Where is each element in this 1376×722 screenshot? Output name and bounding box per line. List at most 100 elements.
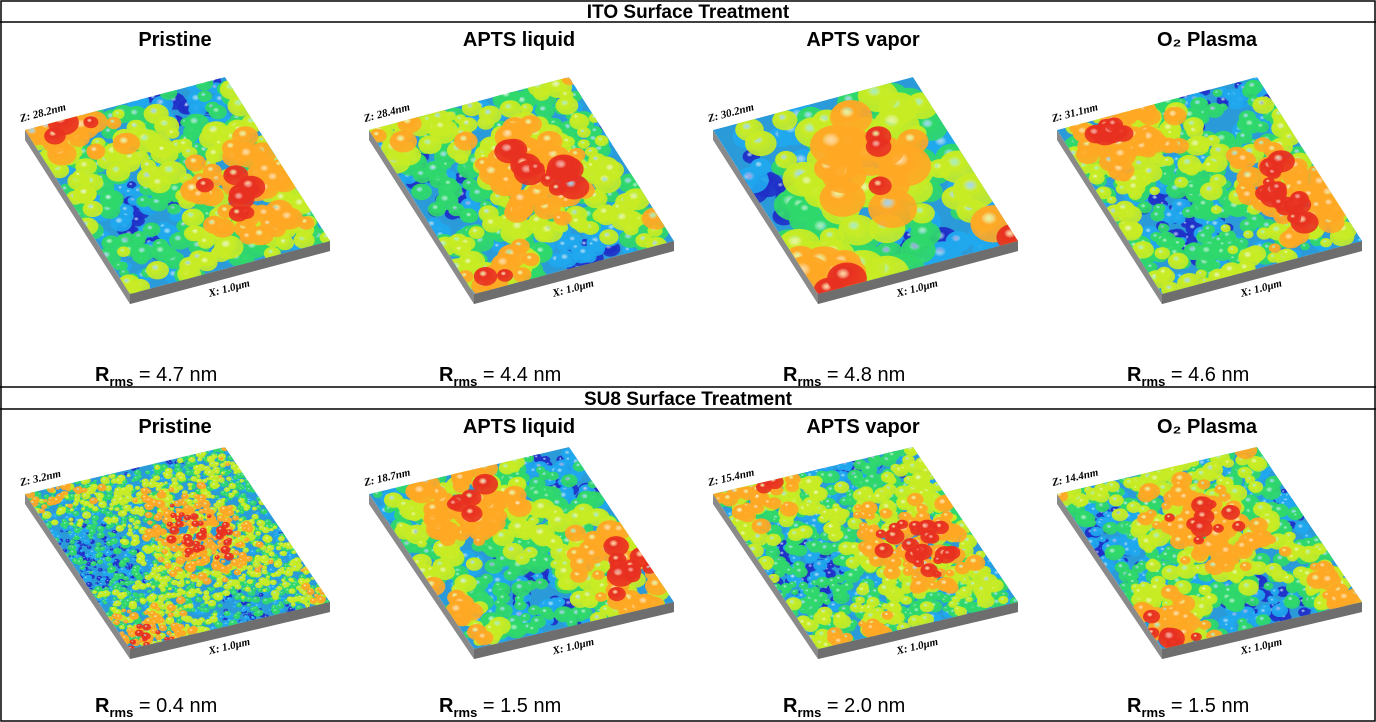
surface-bump — [1320, 238, 1332, 247]
surface-bump — [172, 481, 179, 487]
surface-bump — [203, 216, 225, 234]
surface-bump — [270, 528, 274, 531]
surface-bump — [100, 191, 121, 208]
surface-bump — [1227, 245, 1238, 254]
surface-bump — [497, 269, 513, 282]
surface-bump — [74, 497, 81, 502]
surface-bump — [453, 244, 468, 256]
surface-bump — [573, 461, 586, 471]
surface-bump — [448, 203, 464, 216]
surface-bump — [86, 558, 90, 561]
surface-bump — [262, 527, 270, 533]
surface-bump — [287, 596, 294, 601]
surface-bump — [556, 251, 577, 268]
surface-bump — [212, 563, 222, 571]
surface-bump — [159, 86, 177, 100]
surface-bump — [167, 522, 173, 527]
surface-bump — [588, 480, 598, 488]
surface-bump — [164, 481, 168, 484]
surface-bump — [173, 500, 181, 507]
surface-bump — [250, 607, 255, 611]
surface-bump — [53, 521, 57, 524]
surface-bump — [149, 572, 157, 578]
surface-bump — [1125, 180, 1146, 196]
surface-bump — [84, 540, 87, 543]
surface-bump — [623, 188, 650, 210]
surface-bump — [252, 514, 259, 520]
surface-bump — [244, 537, 250, 541]
surface-bump — [209, 105, 227, 119]
surface-bump — [76, 559, 84, 565]
surface-bump — [136, 196, 151, 208]
roughness-value: = 4.7 nm — [133, 364, 217, 386]
surface-bump — [289, 588, 296, 594]
surface-bump — [159, 625, 168, 632]
surface-bump — [1168, 253, 1189, 270]
surface-bump — [454, 132, 478, 151]
surface-bump — [81, 479, 88, 484]
surface-bump — [106, 541, 113, 547]
surface-bump — [599, 229, 618, 245]
surface-bump — [259, 565, 263, 568]
surface-bump — [1281, 248, 1293, 258]
surface-bump — [208, 600, 217, 607]
surface-bump — [198, 617, 205, 622]
surface-bump — [245, 587, 251, 592]
surface-bump — [123, 505, 132, 512]
surface-bump — [157, 161, 186, 184]
surface-bump — [246, 527, 253, 532]
surface-bump — [274, 562, 282, 568]
surface-bump — [1105, 118, 1123, 132]
surface-bump — [237, 505, 242, 509]
surface-bump — [122, 524, 126, 527]
surface-bump — [243, 615, 249, 620]
surface-bump — [224, 487, 230, 492]
surface-bump — [179, 558, 186, 563]
surface-bump — [105, 556, 112, 561]
surface-bump — [175, 521, 184, 528]
surface-bump — [81, 507, 85, 510]
surface-bump — [136, 466, 139, 469]
roughness-symbol: R — [1127, 364, 1142, 386]
surface-bump — [258, 500, 265, 506]
surface-bump — [1308, 166, 1322, 177]
surface-bump — [953, 173, 997, 209]
surface-bump — [1159, 236, 1174, 248]
surface-bump — [221, 546, 231, 554]
surface-bump — [227, 538, 233, 542]
surface-bump — [527, 625, 539, 634]
surface-bump — [238, 576, 245, 582]
surface-bump — [179, 607, 183, 610]
surface-bump — [305, 579, 309, 582]
surface-bump — [589, 113, 601, 123]
surface-bump — [556, 239, 572, 252]
surface-bump — [559, 90, 573, 101]
surface-bump — [155, 630, 160, 634]
surface-bump — [211, 551, 216, 555]
surface-bump — [228, 189, 254, 210]
surface-bump — [168, 487, 174, 492]
surface-bump — [215, 495, 220, 499]
surface-bump — [258, 588, 264, 593]
surface-bump — [228, 95, 255, 116]
surface-bump — [1292, 177, 1310, 192]
surface-bump — [236, 603, 242, 608]
surface-bump — [200, 528, 207, 533]
surface-bump — [155, 500, 166, 508]
surface-bump — [373, 491, 382, 499]
surface-bump — [250, 549, 257, 554]
surface-bump — [233, 605, 237, 608]
surface-bump — [418, 135, 442, 154]
surface-bump — [155, 635, 161, 640]
surface-bump — [282, 581, 290, 587]
surface-bump — [214, 469, 220, 474]
surface-bump — [165, 563, 172, 569]
surface-bump — [1272, 197, 1288, 210]
surface-bump — [187, 603, 194, 608]
surface-bump — [273, 526, 277, 529]
surface-bump — [1163, 107, 1186, 126]
surface-bump — [157, 512, 163, 517]
surface-bump — [150, 533, 155, 537]
surface-bump — [441, 178, 457, 191]
surface-bump — [121, 487, 128, 493]
